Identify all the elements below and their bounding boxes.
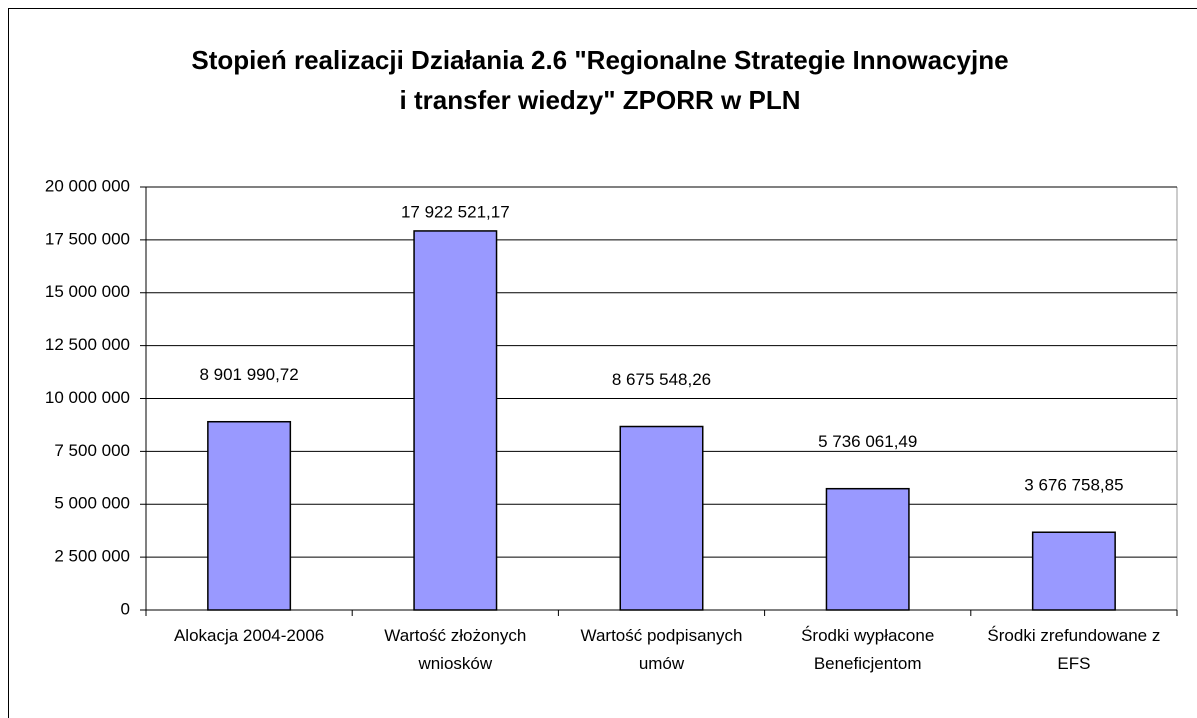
bar [619, 425, 704, 611]
value-label: 3 676 758,85 [1024, 476, 1123, 495]
x-tick-label: Wartość złożonych wniosków [384, 626, 527, 673]
bar [1031, 531, 1116, 611]
y-tick-label: 12 500 000 [45, 335, 130, 354]
value-label: 8 675 548,26 [612, 370, 711, 389]
chart-border [8, 8, 1197, 718]
bar [413, 230, 498, 611]
y-tick-label: 5 000 000 [54, 494, 130, 513]
bar [825, 487, 910, 611]
value-label: 5 736 061,49 [818, 432, 917, 451]
y-tick-label: 15 000 000 [45, 282, 130, 301]
y-tick-label: 10 000 000 [45, 388, 130, 407]
x-tick-label: Alokacja 2004-2006 [173, 626, 325, 645]
value-label: 17 922 521,17 [401, 202, 510, 221]
x-tick-label: Środki zrefundowane z EFS [987, 626, 1161, 673]
y-tick-label: 20 000 000 [45, 176, 130, 195]
chart-title: Stopień realizacji Działania 2.6 "Region… [191, 45, 1009, 115]
bar [207, 420, 292, 611]
y-tick-label: 0 [121, 599, 130, 618]
x-tick-label: Wartość podpisanych umów [580, 626, 743, 673]
value-label: 8 901 990,72 [199, 365, 298, 384]
y-tick-label: 17 500 000 [45, 229, 130, 248]
x-tick-label: Środki wypłacone Beneficjentom [801, 626, 935, 673]
y-tick-label: 7 500 000 [54, 441, 130, 460]
y-tick-label: 2 500 000 [54, 547, 130, 566]
